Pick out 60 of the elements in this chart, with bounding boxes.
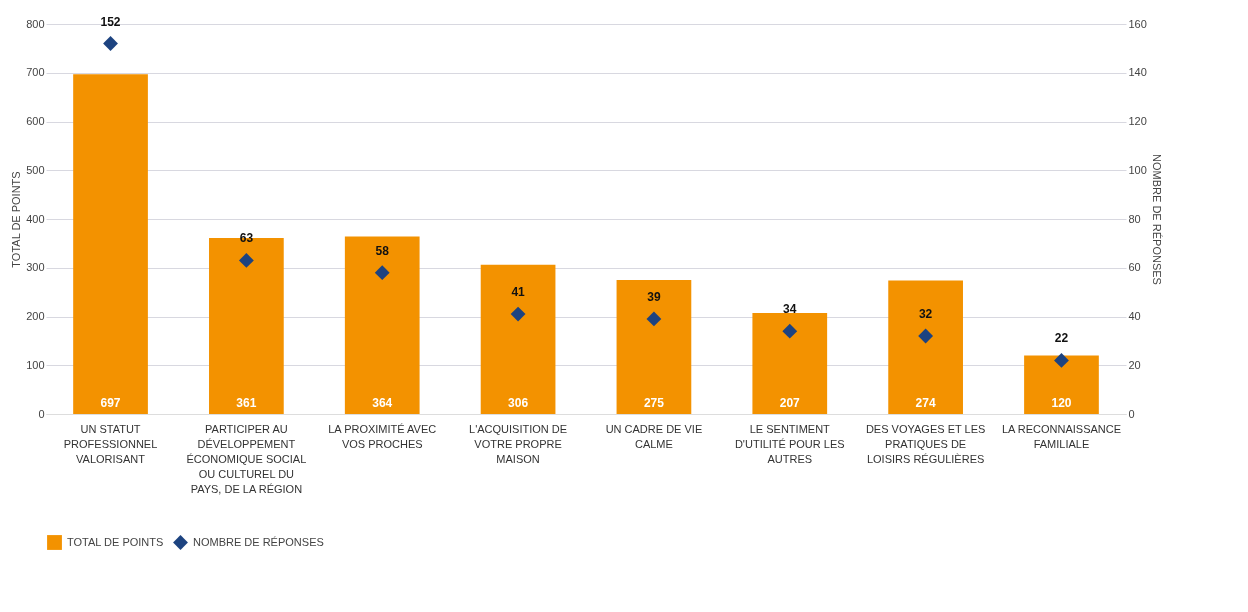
data-label: 152: [100, 14, 121, 29]
y-tick-label: 500: [26, 163, 45, 176]
y-tick-label: 600: [26, 115, 45, 127]
x-tick-label: LA RECONNAISSANCE FAMILIALE: [1001, 423, 1122, 450]
y-tick-label: 100: [26, 358, 45, 371]
y2-tick-label: 140: [1128, 66, 1147, 79]
data-label: 32: [918, 307, 933, 321]
bar: [73, 74, 148, 414]
data-label: 274: [915, 396, 936, 410]
y2-tick-label: 80: [1128, 212, 1141, 225]
legend-label: NOMBRE DE RÉPONSES: [193, 535, 324, 548]
y-tick-label: 800: [26, 17, 45, 30]
point: [374, 265, 390, 281]
x-tick-label: L'ACQUISITION DE VOTRE PROPRE MAISON: [469, 423, 568, 465]
data-label: 275: [643, 396, 665, 410]
x-tick-label: PARTICIPER AU DÉVELOPPEMENT ÉCONOMIQUE SOCIAL OU CULTUREL DU PAYS, DE LA RÉGION: [186, 423, 307, 495]
point: [646, 311, 662, 327]
y-tick-label: 400: [26, 212, 45, 225]
y-tick-label: 300: [26, 261, 45, 274]
point: [103, 36, 118, 51]
x-tick-label: UN CADRE DE VIE CALME: [605, 423, 703, 450]
data-label: 58: [375, 243, 390, 258]
y2-tick-label: 0: [1128, 407, 1135, 420]
point: [782, 323, 798, 339]
data-label: 361: [236, 396, 257, 410]
y2-tick-label: 40: [1128, 310, 1141, 322]
data-label: 41: [511, 285, 526, 300]
data-label: 697: [100, 396, 121, 410]
y-tick-label: 200: [26, 310, 45, 322]
bar: [616, 279, 692, 414]
point: [510, 306, 526, 322]
x-tick-label: DES VOYAGES ET LES PRATIQUES DE LOISIRS RÉGULIÈRES: [865, 423, 986, 465]
bar: [344, 236, 420, 414]
bar: [480, 264, 556, 414]
data-label: 364: [372, 396, 393, 410]
y-tick-label: 700: [26, 66, 45, 79]
data-label: 22: [1054, 331, 1069, 346]
data-label: 120: [1051, 396, 1072, 410]
point: [1054, 352, 1069, 368]
y2-tick-label: 120: [1128, 115, 1147, 127]
x-tick-label: LE SENTIMENT D'UTILITÉ POUR LES AUTRES: [734, 423, 845, 465]
bar: [752, 313, 828, 414]
data-label: 306: [508, 396, 529, 410]
y-axis-title: TOTAL DE POINTS: [10, 171, 23, 268]
data-label: 207: [779, 396, 801, 410]
point: [238, 253, 254, 268]
bar: [888, 280, 963, 414]
data-label: 34: [783, 302, 797, 317]
x-tick-label: LA PROXIMITÉ AVEC VOS PROCHES: [328, 423, 437, 450]
y2-tick-label: 20: [1128, 358, 1141, 371]
y2-tick-label: 100: [1128, 163, 1147, 176]
point: [918, 328, 934, 344]
bar: [1024, 355, 1099, 414]
x-tick-label: UN STATUT PROFESSIONNEL VALORISANT: [63, 423, 158, 465]
y2-tick-label: 160: [1128, 17, 1147, 30]
data-label: 39: [647, 289, 661, 304]
y2-axis-title: NOMBRE DE RÉPONSES: [1150, 154, 1163, 285]
y-tick-label: 0: [38, 407, 45, 420]
y2-tick-label: 60: [1128, 261, 1141, 274]
legend-label: TOTAL DE POINTS: [67, 535, 164, 548]
